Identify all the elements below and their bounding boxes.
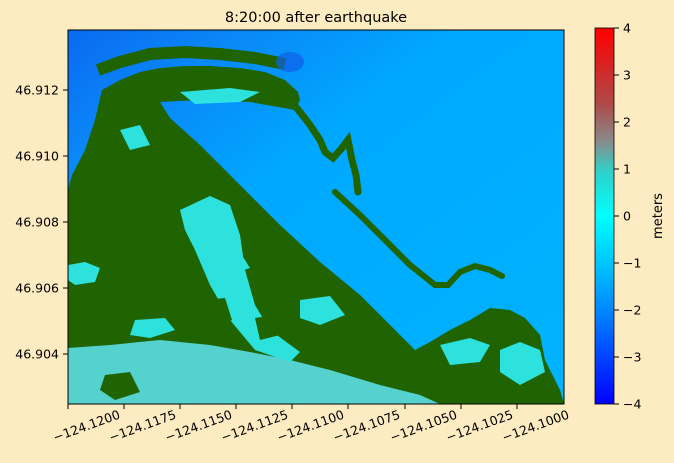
axes-frame	[67, 29, 565, 405]
colorbar-tick-label: 2	[623, 115, 631, 130]
colorbar-tick-label: −4	[623, 397, 641, 412]
colorbar-tick-label: 1	[623, 162, 631, 177]
colorbar-tick-label: −2	[623, 303, 641, 318]
y-tick-label: 46.912	[15, 83, 59, 98]
y-tick-label: 46.908	[15, 215, 59, 230]
colorbar-tick-label: 4	[623, 21, 631, 36]
colorbar-tick-label: −3	[623, 350, 641, 365]
groin	[332, 189, 505, 288]
flooded-areas	[68, 88, 545, 404]
y-axis: 46.912 46.910 46.908 46.906 46.904	[15, 83, 68, 362]
colorbar-ticks: 4 3 2 1 0 −1 −2 −3 −4	[614, 21, 641, 412]
colorbar-tick-label: −1	[623, 256, 641, 271]
harbor-jetty	[286, 96, 362, 196]
colorbar-tick-label: 0	[623, 209, 631, 224]
y-tick-label: 46.910	[15, 149, 59, 164]
x-axis: −124.1200−124.1175−124.1150−124.1125−124…	[51, 404, 571, 445]
colorbar-tick-label: 3	[623, 68, 631, 83]
map-title: 8:20:00 after earthquake	[225, 10, 407, 26]
colorbar: 4 3 2 1 0 −1 −2 −3 −4 meters	[594, 21, 666, 412]
colorbar-label: meters	[651, 193, 666, 239]
colorbar-gradient	[594, 27, 615, 405]
map-area	[68, 30, 564, 404]
y-tick-label: 46.906	[15, 281, 59, 296]
land-mass	[68, 66, 564, 404]
north-breakwater	[95, 45, 287, 76]
y-tick-label: 46.904	[15, 347, 59, 362]
deep-water-patch	[276, 52, 304, 72]
